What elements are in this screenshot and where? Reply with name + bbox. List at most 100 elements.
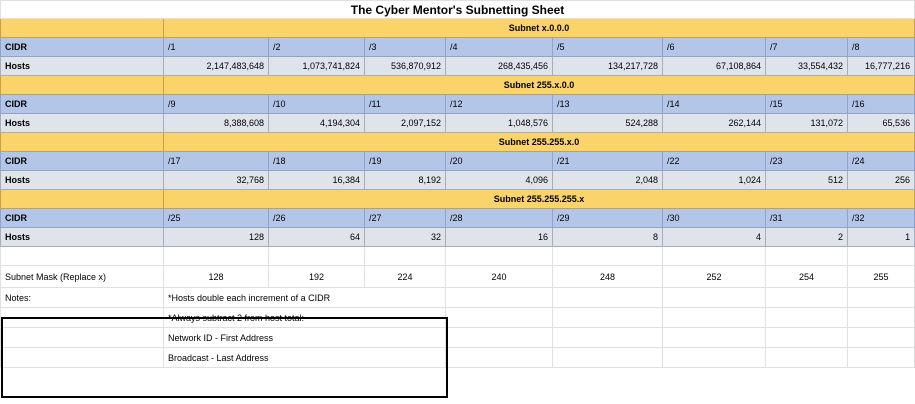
cidr-cell[interactable]: /28 (445, 208, 553, 228)
subnet-mask-cell[interactable]: 224 (364, 265, 446, 288)
empty-cell[interactable] (662, 246, 766, 266)
cidr-cell[interactable]: /11 (364, 94, 446, 114)
cidr-cell[interactable]: /6 (662, 37, 766, 57)
cidr-cell[interactable]: /18 (268, 151, 365, 171)
cidr-cell[interactable]: /30 (662, 208, 766, 228)
hosts-cell[interactable]: 536,870,912 (364, 56, 446, 76)
cidr-cell[interactable]: /14 (662, 94, 766, 114)
hosts-cell[interactable]: 4 (662, 227, 766, 247)
notes-label[interactable]: Notes: (0, 287, 164, 308)
empty-cell[interactable] (0, 75, 164, 95)
cidr-cell[interactable]: /21 (552, 151, 663, 171)
cidr-cell[interactable]: /5 (552, 37, 663, 57)
hosts-cell[interactable]: 134,217,728 (552, 56, 663, 76)
hosts-cell[interactable]: 256 (846, 170, 915, 190)
hosts-cell[interactable]: 2,097,152 (364, 113, 446, 133)
empty-cell[interactable] (268, 246, 365, 266)
cidr-cell[interactable]: /2 (268, 37, 365, 57)
hosts-cell[interactable]: 4,194,304 (268, 113, 365, 133)
hosts-cell[interactable]: 2,147,483,648 (163, 56, 269, 76)
empty-cell[interactable] (765, 347, 848, 368)
empty-cell[interactable] (445, 246, 553, 266)
cidr-cell[interactable]: /8 (846, 37, 915, 57)
cidr-cell[interactable]: /12 (445, 94, 553, 114)
cidr-cell[interactable]: /19 (364, 151, 446, 171)
empty-cell[interactable] (364, 246, 446, 266)
empty-cell[interactable] (662, 307, 766, 328)
cidr-cell[interactable]: /29 (552, 208, 663, 228)
notes-line[interactable]: Broadcast - Last Address (163, 347, 446, 368)
empty-cell[interactable] (765, 327, 848, 348)
cidr-cell[interactable]: /7 (765, 37, 848, 57)
cidr-cell[interactable]: /31 (765, 208, 848, 228)
hosts-cell[interactable]: 262,144 (662, 113, 766, 133)
subnet-mask-cell[interactable]: 128 (163, 265, 269, 288)
hosts-label[interactable]: Hosts (0, 113, 164, 133)
hosts-cell[interactable]: 32,768 (163, 170, 269, 190)
hosts-cell[interactable]: 8,388,608 (163, 113, 269, 133)
sheet-title[interactable]: The Cyber Mentor's Subnetting Sheet (0, 0, 915, 19)
cidr-cell[interactable]: /25 (163, 208, 269, 228)
empty-cell[interactable] (765, 307, 848, 328)
hosts-label[interactable]: Hosts (0, 227, 164, 247)
hosts-cell[interactable]: 16,384 (268, 170, 365, 190)
empty-cell[interactable] (445, 347, 553, 368)
cidr-cell[interactable]: /24 (846, 151, 915, 171)
subnet-mask-cell[interactable]: 254 (765, 265, 848, 288)
empty-cell[interactable] (445, 307, 553, 328)
cidr-cell[interactable]: /3 (364, 37, 446, 57)
empty-cell[interactable] (662, 347, 766, 368)
cidr-cell[interactable]: /20 (445, 151, 553, 171)
empty-cell[interactable] (552, 287, 663, 308)
hosts-cell[interactable]: 2 (765, 227, 848, 247)
subnet-header[interactable]: Subnet 255.255.255.x (162, 189, 915, 209)
empty-cell[interactable] (846, 307, 915, 328)
cidr-label[interactable]: CIDR (0, 37, 164, 57)
cidr-cell[interactable]: /23 (765, 151, 848, 171)
cidr-label[interactable]: CIDR (0, 151, 164, 171)
hosts-cell[interactable]: 33,554,432 (765, 56, 848, 76)
cidr-cell[interactable]: /13 (552, 94, 663, 114)
cidr-cell[interactable]: /26 (268, 208, 365, 228)
empty-cell[interactable] (0, 307, 164, 328)
cidr-cell[interactable]: /4 (445, 37, 553, 57)
subnet-mask-label[interactable]: Subnet Mask (Replace x) (0, 265, 164, 288)
hosts-cell[interactable]: 8,192 (364, 170, 446, 190)
empty-cell[interactable] (163, 246, 269, 266)
empty-cell[interactable] (765, 246, 848, 266)
cidr-cell[interactable]: /10 (268, 94, 365, 114)
empty-cell[interactable] (846, 287, 915, 308)
hosts-cell[interactable]: 268,435,456 (445, 56, 553, 76)
cidr-cell[interactable]: /9 (163, 94, 269, 114)
cidr-cell[interactable]: /32 (846, 208, 915, 228)
empty-cell[interactable] (0, 327, 164, 348)
hosts-cell[interactable]: 32 (364, 227, 446, 247)
hosts-label[interactable]: Hosts (0, 56, 164, 76)
hosts-cell[interactable]: 16 (445, 227, 553, 247)
cidr-label[interactable]: CIDR (0, 94, 164, 114)
empty-cell[interactable] (0, 18, 164, 38)
empty-cell[interactable] (445, 287, 553, 308)
hosts-cell[interactable]: 1 (846, 227, 915, 247)
empty-cell[interactable] (0, 189, 164, 209)
hosts-cell[interactable]: 512 (765, 170, 848, 190)
hosts-cell[interactable]: 4,096 (445, 170, 553, 190)
hosts-cell[interactable]: 1,048,576 (445, 113, 553, 133)
hosts-cell[interactable]: 67,108,864 (662, 56, 766, 76)
cidr-cell[interactable]: /1 (163, 37, 269, 57)
empty-cell[interactable] (0, 132, 164, 152)
hosts-cell[interactable]: 131,072 (765, 113, 848, 133)
empty-cell[interactable] (846, 347, 915, 368)
empty-cell[interactable] (552, 327, 663, 348)
cidr-cell[interactable]: /15 (765, 94, 848, 114)
empty-cell[interactable] (765, 287, 848, 308)
empty-cell[interactable] (662, 287, 766, 308)
cidr-cell[interactable]: /17 (163, 151, 269, 171)
notes-line[interactable]: *Always subtract 2 from host total: (163, 307, 446, 328)
subnet-header[interactable]: Subnet 255.255.x.0 (162, 132, 915, 152)
hosts-cell[interactable]: 524,288 (552, 113, 663, 133)
hosts-cell[interactable]: 16,777,216 (846, 56, 915, 76)
empty-cell[interactable] (662, 327, 766, 348)
cidr-cell[interactable]: /16 (846, 94, 915, 114)
empty-cell[interactable] (552, 347, 663, 368)
